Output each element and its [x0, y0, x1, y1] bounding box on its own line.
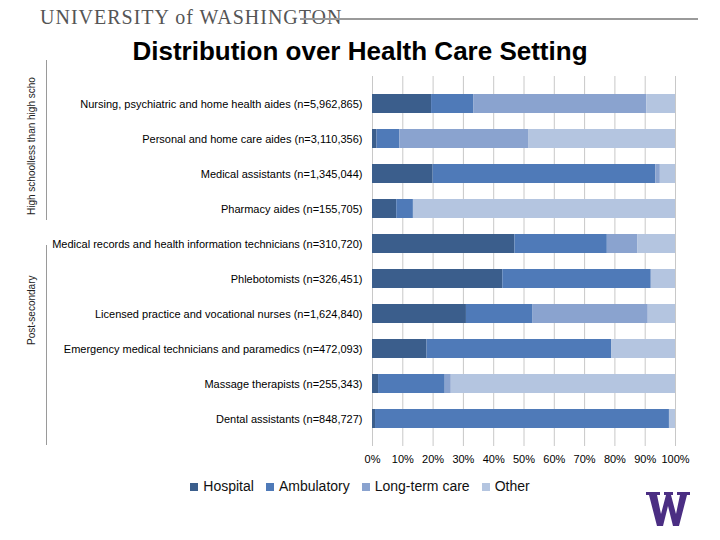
svg-text:60%: 60% [543, 453, 565, 465]
svg-text:80%: 80% [604, 453, 626, 465]
html-text:UNIVERSITY of WASHINGTON: UNIVERSITY of WASHINGTON [40, 6, 343, 28]
svg-text:Massage therapists (n=255,343): Massage therapists (n=255,343) [204, 378, 362, 390]
svg-text:Nursing, psychiatric and home: Nursing, psychiatric and home health aid… [80, 98, 362, 110]
svg-text:Emergency medical technicians: Emergency medical technicians and parame… [64, 343, 363, 355]
svg-text:10%: 10% [392, 453, 414, 465]
svg-text:70%: 70% [574, 453, 596, 465]
html-text:Long-term care: Long-term care [374, 478, 470, 494]
svg-text:Medical records and health inf: Medical records and health information t… [52, 238, 362, 250]
svg-text:Phlebotomists (n=326,451): Phlebotomists (n=326,451) [231, 273, 363, 285]
svg-text:20%: 20% [422, 453, 444, 465]
svg-text:90%: 90% [634, 453, 656, 465]
html-text:Ambulatory: Ambulatory [278, 478, 350, 494]
svg-text:Licensed practice and vocation: Licensed practice and vocational nurses … [95, 308, 363, 320]
svg-text:Personal and home care aides (: Personal and home care aides (n=3,110,35… [142, 133, 362, 145]
svg-text:0%: 0% [365, 453, 381, 465]
svg-text:50%: 50% [513, 453, 535, 465]
html-text:Post-secondary: Post-secondary [26, 275, 37, 345]
html-text:High schoolless than high scho: High schoolless than high scho [26, 77, 37, 215]
svg-text:Medical assistants (n=1,345,04: Medical assistants (n=1,345,044) [201, 168, 363, 180]
svg-text:Dental assistants (n=848,727): Dental assistants (n=848,727) [216, 413, 362, 425]
html-text:Other: Other [494, 478, 530, 494]
html-text:Distribution over Health Care: Distribution over Health Care Setting [132, 36, 588, 66]
svg-text:40%: 40% [483, 453, 505, 465]
svg-text:30%: 30% [452, 453, 474, 465]
html-text:Hospital: Hospital [203, 478, 254, 494]
svg-text:Pharmacy aides (n=155,705): Pharmacy aides (n=155,705) [221, 203, 363, 215]
svg-text:100%: 100% [661, 453, 689, 465]
